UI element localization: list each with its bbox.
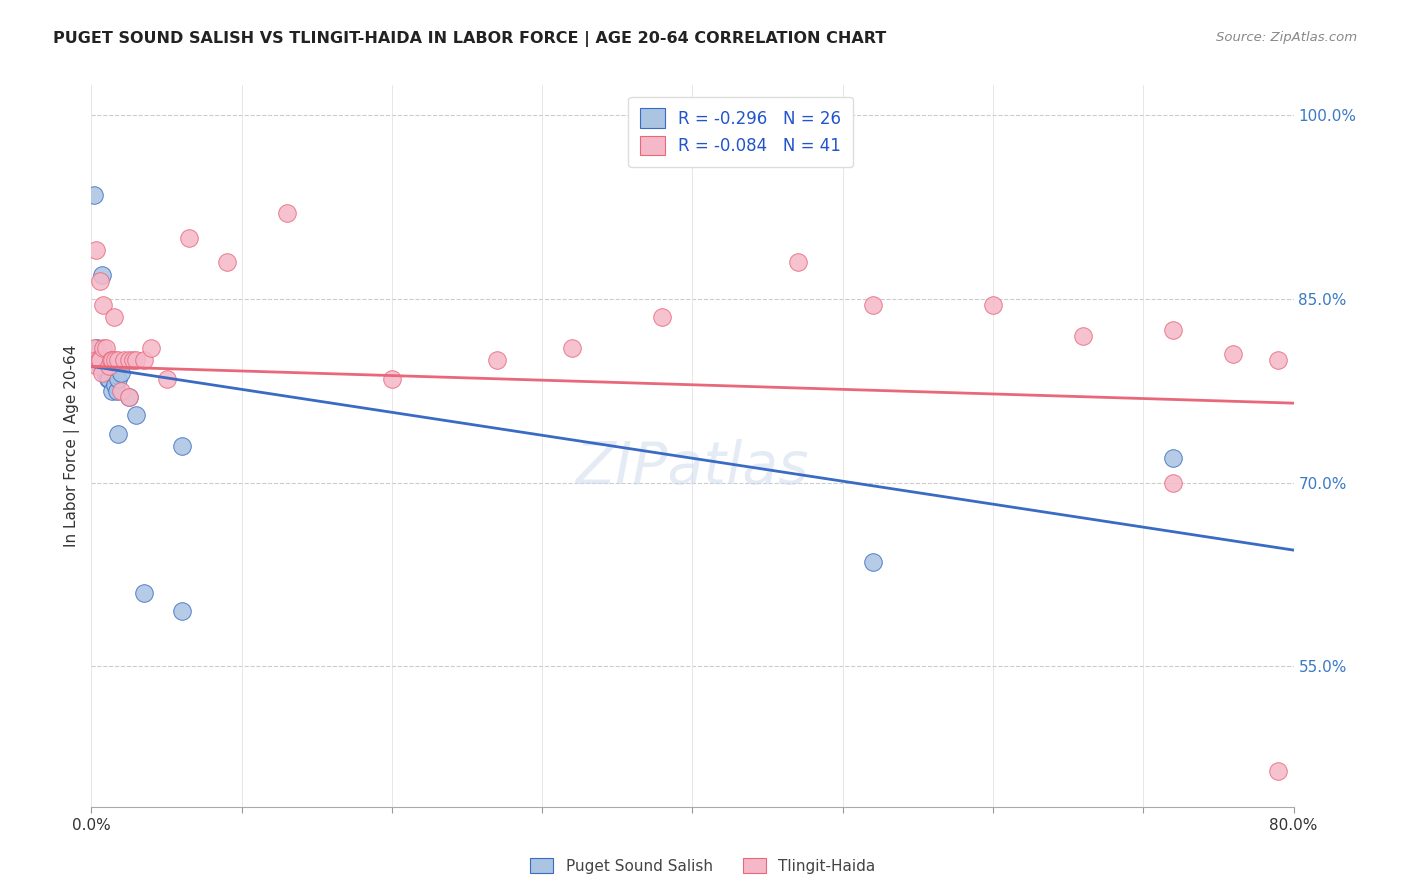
Point bbox=[83, 188, 105, 202]
Text: PUGET SOUND SALISH VS TLINGIT-HAIDA IN LABOR FORCE | AGE 20-64 CORRELATION CHART: PUGET SOUND SALISH VS TLINGIT-HAIDA IN L… bbox=[53, 31, 887, 47]
Point bbox=[170, 604, 193, 618]
Point bbox=[215, 255, 238, 269]
Point bbox=[1071, 328, 1094, 343]
Point bbox=[90, 268, 112, 282]
Point bbox=[100, 359, 122, 374]
Text: ZIPatlas: ZIPatlas bbox=[575, 439, 810, 496]
Point bbox=[107, 353, 129, 368]
Point bbox=[486, 353, 509, 368]
Point bbox=[862, 298, 884, 312]
Legend: Puget Sound Salish, Tlingit-Haida: Puget Sound Salish, Tlingit-Haida bbox=[524, 852, 882, 880]
Point bbox=[132, 586, 155, 600]
Point bbox=[90, 353, 112, 368]
Point bbox=[98, 371, 121, 385]
Point bbox=[786, 255, 808, 269]
Point bbox=[103, 359, 125, 374]
Point bbox=[97, 371, 120, 385]
Point bbox=[1161, 323, 1184, 337]
Point bbox=[89, 274, 111, 288]
Point bbox=[276, 206, 298, 220]
Point bbox=[90, 366, 112, 380]
Point bbox=[1161, 451, 1184, 466]
Legend: R = -0.296   N = 26, R = -0.084   N = 41: R = -0.296 N = 26, R = -0.084 N = 41 bbox=[628, 96, 853, 167]
Point bbox=[862, 555, 884, 569]
Point bbox=[114, 353, 136, 368]
Point bbox=[155, 371, 177, 385]
Point bbox=[87, 353, 110, 368]
Point bbox=[132, 353, 155, 368]
Point bbox=[110, 366, 132, 380]
Point bbox=[104, 353, 127, 368]
Point bbox=[107, 371, 129, 385]
Point bbox=[141, 341, 163, 355]
Point bbox=[122, 353, 145, 368]
Point bbox=[1222, 347, 1244, 361]
Point bbox=[84, 353, 107, 368]
Point bbox=[100, 353, 122, 368]
Point bbox=[1267, 353, 1289, 368]
Point bbox=[93, 298, 115, 312]
Point bbox=[98, 359, 121, 374]
Point bbox=[118, 390, 141, 404]
Point bbox=[105, 384, 128, 398]
Point bbox=[94, 366, 117, 380]
Point bbox=[561, 341, 583, 355]
Point bbox=[101, 384, 124, 398]
Point bbox=[89, 359, 111, 374]
Text: Source: ZipAtlas.com: Source: ZipAtlas.com bbox=[1216, 31, 1357, 45]
Point bbox=[84, 243, 107, 257]
Point bbox=[651, 310, 673, 325]
Point bbox=[86, 359, 108, 374]
Point bbox=[981, 298, 1004, 312]
Point bbox=[101, 353, 124, 368]
Point bbox=[118, 390, 141, 404]
Point bbox=[93, 353, 115, 368]
Point bbox=[107, 426, 129, 441]
Point bbox=[104, 377, 127, 392]
Point bbox=[86, 341, 108, 355]
Point bbox=[103, 310, 125, 325]
Point bbox=[125, 409, 148, 423]
Point bbox=[96, 341, 118, 355]
Point bbox=[87, 353, 110, 368]
Point bbox=[96, 353, 118, 368]
Point bbox=[83, 341, 105, 355]
Point bbox=[93, 341, 115, 355]
Y-axis label: In Labor Force | Age 20-64: In Labor Force | Age 20-64 bbox=[65, 345, 80, 547]
Point bbox=[177, 231, 200, 245]
Point bbox=[89, 353, 111, 368]
Point bbox=[110, 384, 132, 398]
Point bbox=[170, 439, 193, 453]
Point bbox=[1267, 764, 1289, 778]
Point bbox=[381, 371, 404, 385]
Point bbox=[118, 353, 141, 368]
Point bbox=[1161, 475, 1184, 490]
Point bbox=[125, 353, 148, 368]
